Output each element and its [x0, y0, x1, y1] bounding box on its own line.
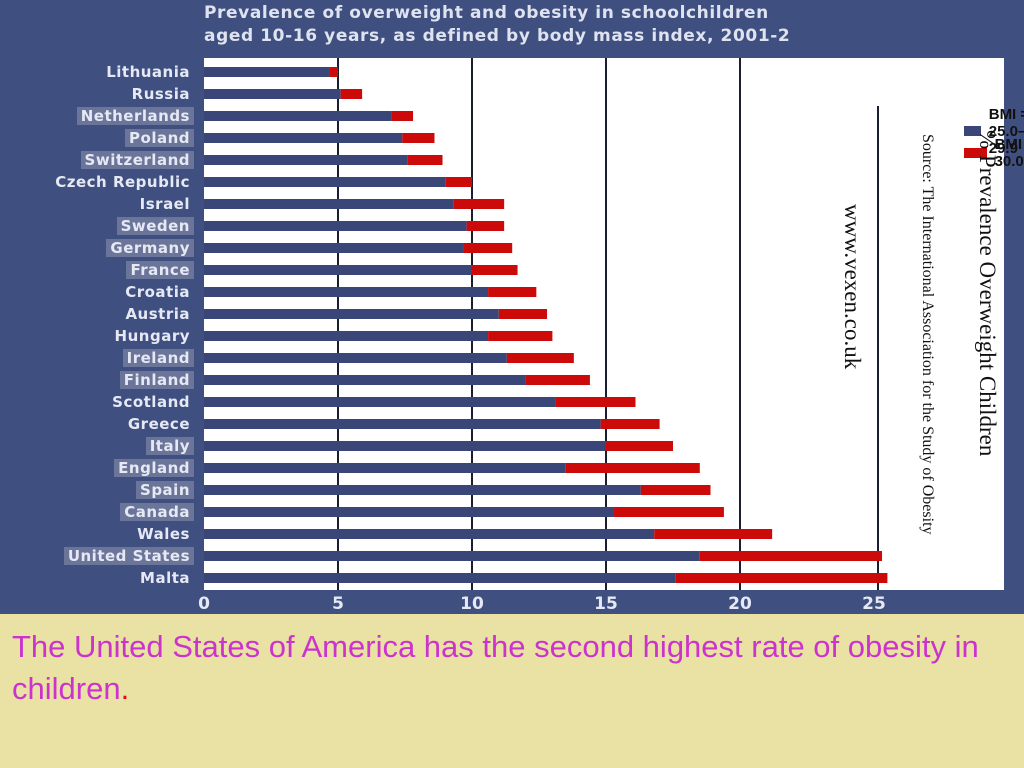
- bar-overweight-wales: [204, 529, 655, 539]
- category-label-sweden: Sweden: [116, 217, 194, 235]
- plot-area: BMI = 25.0–29.9 BMI = 30.0: [204, 58, 1024, 590]
- category-label-finland: Finland: [119, 371, 194, 389]
- bar-obese-croatia: [488, 287, 537, 297]
- legend-entry-overweight: BMI = 25.0–29.9: [964, 106, 1024, 157]
- chart-title-line-2: aged 10-16 years, as defined by body mas…: [204, 26, 791, 46]
- bar-overweight-finland: [204, 375, 526, 385]
- legend-swatch-overweight: [964, 126, 981, 136]
- bar-overweight-sweden: [204, 221, 467, 231]
- x-tick-label-10: 10: [460, 594, 484, 614]
- bar-obese-lithuania: [329, 67, 338, 77]
- bar-obese-malta: [675, 573, 888, 583]
- category-label-croatia: Croatia: [125, 283, 190, 301]
- bar-obese-germany: [463, 243, 513, 253]
- bar-overweight-greece: [204, 419, 601, 429]
- category-label-austria: Austria: [125, 305, 190, 323]
- category-label-israel: Israel: [139, 195, 190, 213]
- bar-overweight-spain: [204, 485, 641, 495]
- bar-overweight-switzerland: [204, 155, 408, 165]
- bar-obese-england: [565, 463, 700, 473]
- bar-overweight-scotland: [204, 397, 556, 407]
- bar-overweight-hungary: [204, 331, 489, 341]
- category-label-spain: Spain: [136, 481, 194, 499]
- bar-obese-sweden: [466, 221, 505, 231]
- category-label-italy: Italy: [145, 437, 194, 455]
- x-tick-label-20: 20: [728, 594, 752, 614]
- caption-text: The United States of America has the sec…: [12, 629, 979, 706]
- caption: The United States of America has the sec…: [12, 626, 1012, 710]
- category-label-united-states: United States: [63, 547, 194, 565]
- bar-overweight-israel: [204, 199, 454, 209]
- x-tick-label-0: 0: [198, 594, 210, 614]
- bar-obese-austria: [498, 309, 548, 319]
- category-label-canada: Canada: [120, 503, 194, 521]
- category-label-netherlands: Netherlands: [76, 107, 194, 125]
- bar-obese-france: [472, 265, 518, 275]
- bar-obese-italy: [606, 441, 673, 451]
- bar-obese-czech-republic: [445, 177, 472, 187]
- x-tick-label-25: 25: [862, 594, 886, 614]
- category-label-germany: Germany: [106, 239, 194, 257]
- legend-label-obese: BMI = 30.0: [994, 136, 1024, 170]
- legend: BMI = 25.0–29.9 BMI = 30.0: [964, 106, 1024, 170]
- category-label-lithuania: Lithuania: [106, 63, 190, 81]
- bar-obese-greece: [600, 419, 660, 429]
- chart-title-line-1: Prevalence of overweight and obesity in …: [204, 3, 769, 23]
- category-label-russia: Russia: [131, 85, 190, 103]
- category-label-england: England: [114, 459, 194, 477]
- bar-overweight-france: [204, 265, 472, 275]
- bar-overweight-england: [204, 463, 566, 473]
- bar-overweight-germany: [204, 243, 464, 253]
- bar-obese-netherlands: [391, 111, 414, 121]
- category-label-malta: Malta: [140, 569, 190, 587]
- bar-overweight-poland: [204, 133, 403, 143]
- bar-overweight-russia: [204, 89, 341, 99]
- category-label-greece: Greece: [127, 415, 190, 433]
- bar-overweight-canada: [204, 507, 615, 517]
- bar-overweight-netherlands: [204, 111, 392, 121]
- bar-obese-united-states: [699, 551, 883, 561]
- bar-overweight-ireland: [204, 353, 507, 363]
- bar-overweight-italy: [204, 441, 606, 451]
- legend-swatch-obese: [964, 148, 987, 158]
- bar-overweight-czech-republic: [204, 177, 446, 187]
- bar-obese-hungary: [488, 331, 553, 341]
- bar-obese-finland: [525, 375, 590, 385]
- bar-obese-scotland: [555, 397, 636, 407]
- legend-entry-obese: BMI = 30.0: [964, 136, 1024, 170]
- x-tick-label-15: 15: [594, 594, 618, 614]
- bar-obese-poland: [402, 133, 435, 143]
- bar-obese-canada: [614, 507, 724, 517]
- x-tick-label-5: 5: [332, 594, 344, 614]
- bar-overweight-austria: [204, 309, 499, 319]
- caption-period: .: [120, 671, 130, 706]
- category-label-hungary: Hungary: [114, 327, 190, 345]
- bar-overweight-malta: [204, 573, 676, 583]
- category-label-france: France: [126, 261, 194, 279]
- bar-obese-ireland: [506, 353, 574, 363]
- category-label-poland: Poland: [125, 129, 194, 147]
- category-label-switzerland: Switzerland: [80, 151, 194, 169]
- bar-overweight-croatia: [204, 287, 489, 297]
- website-text: www.vexen.co.uk: [840, 204, 865, 370]
- source-text: Source: The International Association fo…: [919, 134, 936, 535]
- category-label-scotland: Scotland: [112, 393, 190, 411]
- bar-obese-spain: [640, 485, 711, 495]
- chart-svg: [204, 58, 888, 590]
- category-label-czech-republic: Czech Republic: [55, 173, 190, 191]
- category-label-ireland: Ireland: [122, 349, 194, 367]
- bar-obese-russia: [340, 89, 363, 99]
- bar-obese-switzerland: [407, 155, 443, 165]
- bar-obese-wales: [654, 529, 773, 539]
- legend-label-overweight: BMI = 25.0–29.9: [988, 105, 1024, 157]
- bar-overweight-lithuania: [204, 67, 330, 77]
- category-label-wales: Wales: [137, 525, 190, 543]
- side-heading: % Prevalence Overweight Children: [975, 130, 1000, 457]
- chart-figure: Prevalence of overweight and obesity in …: [0, 0, 1024, 614]
- bar-overweight-united-states: [204, 551, 700, 561]
- bar-obese-israel: [453, 199, 505, 209]
